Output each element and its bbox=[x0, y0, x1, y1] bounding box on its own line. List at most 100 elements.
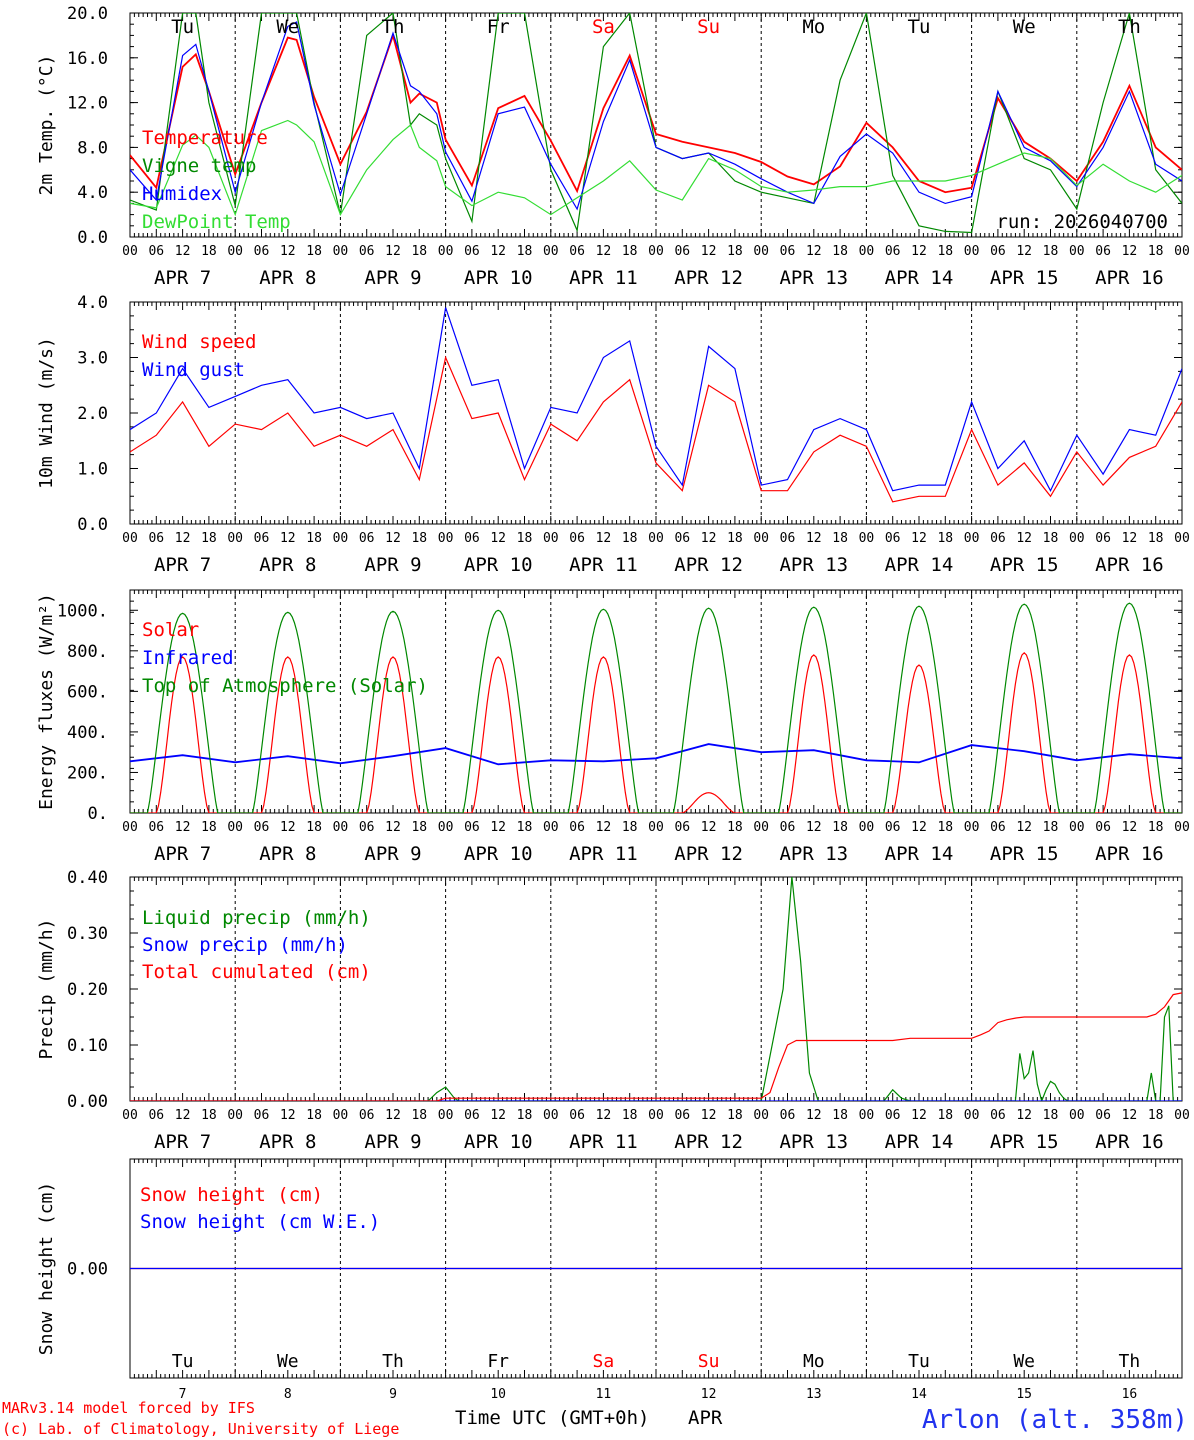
hour-label: 06 bbox=[464, 1108, 480, 1123]
hour-label: 06 bbox=[359, 1108, 375, 1123]
hour-label: 18 bbox=[937, 531, 953, 546]
hour-label: 12 bbox=[280, 1108, 296, 1123]
hour-label: 18 bbox=[832, 820, 848, 835]
hour-label: 18 bbox=[622, 531, 638, 546]
station-name: Arlon (alt. 358m) bbox=[922, 1405, 1188, 1435]
y-tick-label: 0.00 bbox=[67, 1260, 108, 1280]
date-label: APR 15 bbox=[990, 554, 1059, 576]
hour-label: 00 bbox=[438, 1108, 454, 1123]
hour-label: 00 bbox=[753, 531, 769, 546]
y-axis-title: Snow height (cm) bbox=[36, 1182, 57, 1355]
legend-entry: DewPoint Temp bbox=[142, 211, 291, 233]
hour-label: 00 bbox=[122, 820, 138, 835]
hour-label: 00 bbox=[859, 531, 875, 546]
hour-label: 18 bbox=[306, 820, 322, 835]
hour-label: 12 bbox=[385, 820, 401, 835]
hour-label: 12 bbox=[596, 531, 612, 546]
date-label: APR 8 bbox=[259, 843, 316, 865]
hour-label: 06 bbox=[674, 531, 690, 546]
hour-label: 06 bbox=[148, 820, 164, 835]
legend-entry: Vigne temp bbox=[142, 155, 256, 177]
hour-label: 00 bbox=[964, 1108, 980, 1123]
hour-label: 06 bbox=[359, 244, 375, 259]
day-name-bottom: Th bbox=[382, 1351, 404, 1372]
hour-label: 06 bbox=[464, 820, 480, 835]
hour-label: 00 bbox=[1174, 820, 1190, 835]
hour-label: 06 bbox=[990, 1108, 1006, 1123]
hour-label: 00 bbox=[1069, 1108, 1085, 1123]
series-line-dewpoint-temp bbox=[130, 119, 1182, 217]
date-label: APR 14 bbox=[885, 1131, 954, 1153]
y-tick-label: 8.0 bbox=[77, 138, 108, 158]
day-name-top: Th bbox=[1118, 16, 1141, 38]
hour-label: 00 bbox=[753, 244, 769, 259]
date-label: APR 14 bbox=[885, 554, 954, 576]
legend-entry: Total cumulated (cm) bbox=[142, 961, 371, 983]
run-label: run: 2026040700 bbox=[996, 211, 1168, 233]
hour-label: 18 bbox=[937, 244, 953, 259]
hour-label: 00 bbox=[859, 244, 875, 259]
day-number: 13 bbox=[806, 1387, 822, 1402]
hour-label: 00 bbox=[859, 1108, 875, 1123]
hour-label: 18 bbox=[622, 820, 638, 835]
hour-label: 06 bbox=[1095, 1108, 1111, 1123]
hour-label: 06 bbox=[359, 531, 375, 546]
date-label: APR 8 bbox=[259, 1131, 316, 1153]
hour-label: 06 bbox=[780, 531, 796, 546]
hour-label: 18 bbox=[832, 1108, 848, 1123]
hour-label: 12 bbox=[490, 1108, 506, 1123]
hour-label: 06 bbox=[885, 531, 901, 546]
day-number: 9 bbox=[389, 1387, 397, 1402]
day-name-top: We bbox=[276, 16, 299, 38]
day-name-bottom: Tu bbox=[908, 1351, 930, 1372]
hour-label: 06 bbox=[674, 244, 690, 259]
series-group bbox=[130, 13, 1182, 234]
legend-entry: Snow height (cm) bbox=[140, 1184, 323, 1206]
hour-label: 06 bbox=[780, 820, 796, 835]
series-line-temperature bbox=[130, 32, 1182, 194]
footer-lab: (c) Lab. of Climatology, University of L… bbox=[2, 1420, 399, 1438]
y-tick-label: 2.0 bbox=[77, 404, 108, 424]
hour-label: 12 bbox=[1122, 820, 1138, 835]
hour-label: 00 bbox=[964, 531, 980, 546]
legend-entry: Liquid precip (mm/h) bbox=[142, 907, 371, 929]
hour-label: 12 bbox=[175, 820, 191, 835]
legend-entry: Infrared bbox=[142, 647, 234, 669]
y-tick-label: 400. bbox=[67, 723, 108, 743]
hour-label: 12 bbox=[490, 531, 506, 546]
day-name-bottom: We bbox=[1013, 1351, 1035, 1372]
legend-entry: Snow precip (mm/h) bbox=[142, 934, 348, 956]
day-number: 14 bbox=[911, 1387, 927, 1402]
y-tick-label: 4.0 bbox=[77, 183, 108, 203]
hour-label: 00 bbox=[648, 1108, 664, 1123]
x-axis-month: APR bbox=[688, 1407, 723, 1429]
hour-label: 12 bbox=[806, 1108, 822, 1123]
hour-label: 18 bbox=[411, 531, 427, 546]
hour-label: 12 bbox=[911, 820, 927, 835]
legend-entry: Temperature bbox=[142, 127, 268, 149]
day-name-bottom: We bbox=[277, 1351, 299, 1372]
day-name-top: Fr bbox=[487, 16, 510, 38]
y-axis-title: 10m Wind (m/s) bbox=[36, 337, 57, 489]
hour-label: 06 bbox=[464, 244, 480, 259]
day-number: 8 bbox=[284, 1387, 292, 1402]
hour-label: 18 bbox=[1148, 244, 1164, 259]
series-line-humidex bbox=[130, 21, 1182, 211]
series-line-total-cumulated-cm- bbox=[130, 992, 1182, 1101]
panel-temp: 0.0 4.0 8.0 12.0 16.0 20.0 2m Temp. (°C) 00 06 12… bbox=[36, 4, 1190, 289]
y-axis-title: Precip (mm/h) bbox=[36, 919, 57, 1060]
y-tick-label: 0.0 bbox=[77, 515, 108, 535]
hour-label: 00 bbox=[333, 1108, 349, 1123]
hour-label: 12 bbox=[385, 531, 401, 546]
hour-label: 00 bbox=[122, 1108, 138, 1123]
hour-label: 12 bbox=[1122, 1108, 1138, 1123]
y-tick-label: 1.0 bbox=[77, 460, 108, 480]
hour-label: 06 bbox=[674, 820, 690, 835]
hour-label: 12 bbox=[806, 244, 822, 259]
hour-label: 18 bbox=[832, 531, 848, 546]
hour-label: 00 bbox=[1069, 244, 1085, 259]
hour-label: 12 bbox=[701, 244, 717, 259]
y-tick-label: 0.30 bbox=[67, 924, 108, 944]
y-tick-label: 800. bbox=[67, 642, 108, 662]
day-name-top: Tu bbox=[908, 16, 931, 38]
